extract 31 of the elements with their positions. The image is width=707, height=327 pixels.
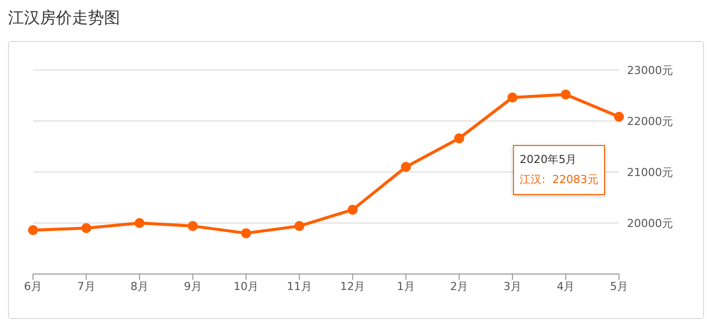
x-tick-label: 7月 [77,280,96,293]
annotation: 江汉: 22083元 [520,172,598,186]
x-tick-label: 10月 [234,280,259,293]
x-tick-label: 2月 [450,280,468,293]
point [560,89,571,100]
x-tick-label: 11月 [286,280,312,293]
x-tick-label: 4月 [556,280,575,293]
x-tick-label: 12月 [340,280,366,293]
chart-title: 江汉房价走势图 [8,8,121,29]
x-tick-label: 3月 [503,280,522,293]
annotation: 2020年5月 [520,152,577,166]
point [507,92,518,103]
point [400,162,411,172]
point [188,221,198,232]
point [241,228,252,238]
point [81,223,92,234]
point [28,225,38,236]
y-tick-label: 20000元 [627,216,673,230]
point [614,112,624,122]
y-tick-label: 21000元 [627,166,673,179]
point [454,133,464,144]
point [134,218,145,228]
y-tick-label: 23000元 [627,64,673,77]
x-tick-label: 6月 [24,280,42,293]
point [348,204,358,215]
y-tick-label: 22000元 [627,114,673,128]
point [294,221,304,232]
x-tick-label: 9月 [184,280,202,293]
x-tick-label: 5月 [610,280,628,293]
x-tick-label: 1月 [396,280,415,293]
x-tick-label: 8月 [130,280,149,293]
